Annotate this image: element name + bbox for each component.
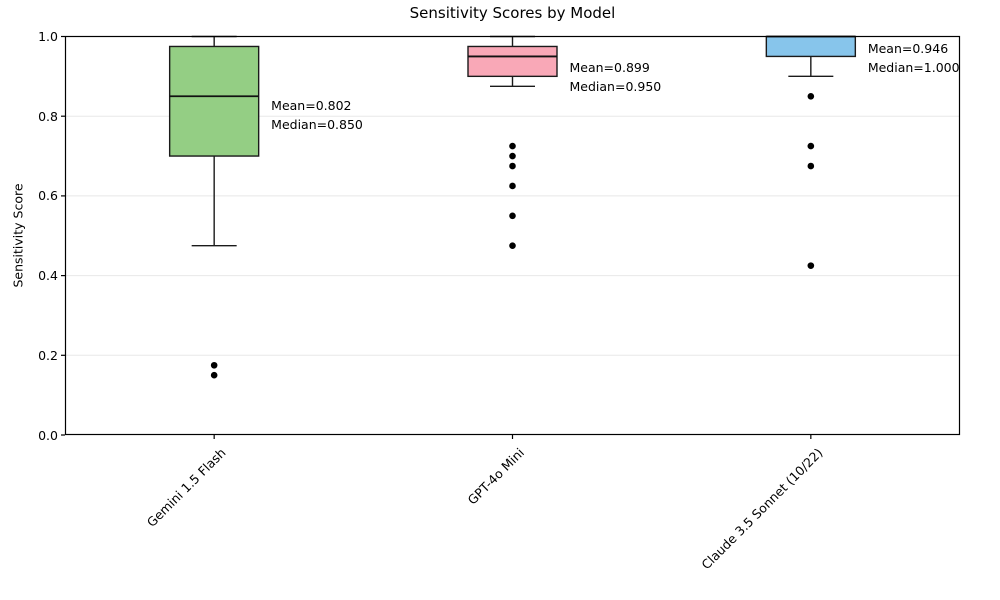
outlier-point xyxy=(509,212,516,220)
annotation-mean: Mean=0.946 xyxy=(867,41,949,57)
annotation-median: Median=1.000 xyxy=(867,60,960,76)
y-tick-label: 1.0 xyxy=(38,29,58,44)
outlier-point xyxy=(807,162,815,170)
chart-title: Sensitivity Scores by Model xyxy=(409,4,616,22)
box xyxy=(168,45,260,157)
plot-border xyxy=(64,35,961,436)
box-annotation: Mean=0.899 Median=0.950 xyxy=(570,58,662,96)
box-group xyxy=(467,35,558,250)
y-tick-label: 0.0 xyxy=(38,427,58,443)
y-tick-label: 0.6 xyxy=(38,188,58,204)
outlier-point xyxy=(807,92,815,100)
box-group xyxy=(765,35,857,269)
box-annotation: Mean=0.946 Median=1.000 xyxy=(868,39,960,77)
y-axis-label: Sensitivity Score xyxy=(10,183,26,288)
box xyxy=(467,45,558,78)
y-tick-label: 0.4 xyxy=(38,268,58,284)
outlier-point xyxy=(509,162,516,170)
box xyxy=(765,35,857,58)
outlier-point xyxy=(509,142,516,150)
box-group xyxy=(168,35,260,379)
annotation-mean: Mean=0.802 xyxy=(271,98,352,114)
box-annotation: Mean=0.802 Median=0.850 xyxy=(271,96,363,134)
outlier-point xyxy=(210,371,218,379)
outlier-point xyxy=(807,142,815,150)
outlier-point xyxy=(807,262,815,269)
annotation-median: Median=0.950 xyxy=(569,78,662,94)
outlier-point xyxy=(509,152,516,160)
y-tick-label: 0.8 xyxy=(38,108,58,124)
annotation-mean: Mean=0.899 xyxy=(569,59,650,75)
annotation-median: Median=0.850 xyxy=(271,117,363,133)
outlier-point xyxy=(509,182,516,190)
outlier-point xyxy=(210,361,218,369)
outlier-point xyxy=(509,242,516,250)
y-tick-label: 0.2 xyxy=(38,347,58,363)
